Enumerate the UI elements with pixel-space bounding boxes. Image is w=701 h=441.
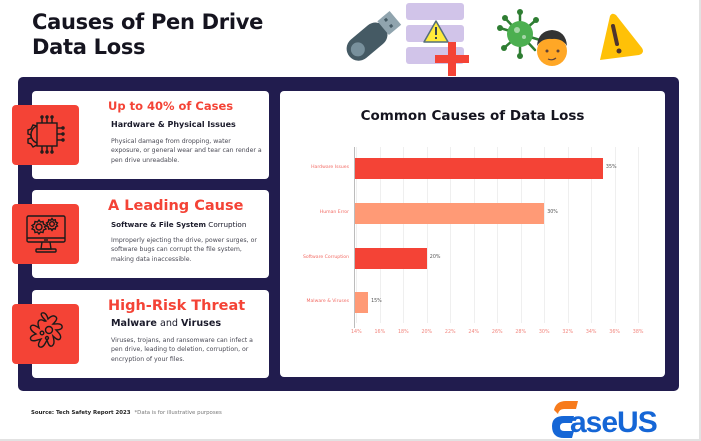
y-axis-line (354, 147, 355, 328)
bar-value-label: 30% (547, 210, 558, 215)
x-tick-label: 36% (609, 330, 620, 335)
hardware-issues-card: Up to 40% of Cases Hardware & Physical I… (12, 91, 269, 179)
x-tick-label: 32% (562, 330, 574, 335)
gridline (473, 147, 475, 323)
x-tick-label: 24% (468, 330, 480, 335)
gridline (591, 147, 593, 323)
chart-title: Common Causes of Data Loss (360, 108, 585, 124)
bar-value-label: 15% (371, 299, 382, 304)
card-headline: A Leading Cause (108, 198, 244, 214)
data-note: *Data is for illustrative purposes (134, 410, 222, 416)
card-subtitle-bold: Software & File System (111, 220, 207, 229)
x-tick-label: 28% (515, 330, 527, 335)
title-line-2: Data Loss (32, 35, 146, 59)
warning-triangle-icon (600, 13, 643, 60)
card-subtitle-bold-1: Malware (111, 318, 157, 329)
bar-value-label: 35% (605, 165, 617, 170)
category-label: Malware & Viruses (306, 299, 349, 304)
malware-viruses-card: High-Risk Threat Malware and Viruses Vir… (12, 290, 269, 378)
chart-plot-area: 14% 16% 18% 20% 22% 24% 26% 28% 30% 32% 34% 36% 38% 3… (303, 147, 644, 335)
card-description: Physical damage from dropping, water exp… (111, 138, 262, 164)
gridline (520, 147, 522, 323)
bar (355, 248, 427, 269)
card-subtitle: Malware and Viruses (111, 318, 221, 329)
card-subtitle: Hardware & Physical Issues (111, 120, 236, 129)
card-description: Improperly ejecting the drive, power sur… (111, 237, 257, 263)
gridline (614, 147, 616, 323)
category-label: Hardware Issues (311, 165, 349, 170)
x-tick-label: 26% (491, 330, 503, 335)
gridline (567, 147, 569, 323)
x-tick-label: 38% (632, 330, 644, 335)
gridline (638, 147, 640, 323)
virus-person-icon (497, 9, 567, 66)
x-tick-label: 20% (421, 330, 433, 335)
card-icon-box (12, 204, 79, 264)
bar (355, 292, 369, 313)
x-tick-label: 34% (585, 330, 597, 335)
card-headline: High-Risk Threat (108, 298, 246, 314)
category-label: Human Error (319, 210, 349, 215)
gridline (426, 147, 428, 323)
gridline (497, 147, 499, 323)
header-illustrations (336, 0, 676, 78)
easeus-logo: aseUS (550, 398, 700, 440)
card-subtitle-bold-2: Viruses (181, 318, 222, 329)
x-tick-label: 22% (444, 330, 456, 335)
database-warning-icon (406, 3, 469, 76)
gridline (403, 147, 405, 323)
software-corruption-card: A Leading Cause Software & File System C… (12, 190, 269, 278)
x-tick-label: 14% (351, 330, 362, 335)
monitor-gears-icon (25, 215, 66, 253)
card-icon-box (12, 105, 79, 165)
title-line-1: Causes of Pen Drive (32, 10, 264, 34)
x-tick-label: 16% (374, 330, 386, 335)
footer-source: Source: Tech Safety Report 2023 *Data is … (31, 410, 222, 416)
gridline (450, 147, 452, 323)
card-subtitle-light: and (156, 318, 182, 329)
bar (355, 203, 545, 224)
card-subtitle: Software & File System Corruption (111, 220, 246, 229)
virus-icon (29, 312, 63, 348)
gridline (356, 147, 358, 323)
bar-chart-card: Common Causes of Data Loss 14% 16% 18% 20% 2… (280, 91, 665, 377)
gridline (544, 147, 546, 323)
card-description: Viruses, trojans, and ransomware can inf… (111, 337, 253, 363)
logo-text: aseUS (570, 406, 658, 439)
x-tick-label: 30% (538, 330, 550, 335)
card-headline: Up to 40% of Cases (108, 99, 234, 113)
card-icon-box (12, 304, 79, 364)
gridline (379, 147, 381, 323)
easeus-e-mark-icon (552, 401, 578, 438)
bar (355, 158, 603, 179)
card-subtitle-light: Corruption (206, 220, 247, 229)
bar-value-label: 20% (429, 255, 441, 260)
x-tick-label: 18% (397, 330, 409, 335)
source-text: Source: Tech Safety Report 2023 (31, 410, 131, 416)
category-label: Software Corruption (302, 255, 349, 260)
usb-drive-icon (346, 10, 402, 61)
page-title: Causes of Pen Drive Data Loss (32, 10, 263, 60)
chip-gear-icon (26, 115, 65, 154)
